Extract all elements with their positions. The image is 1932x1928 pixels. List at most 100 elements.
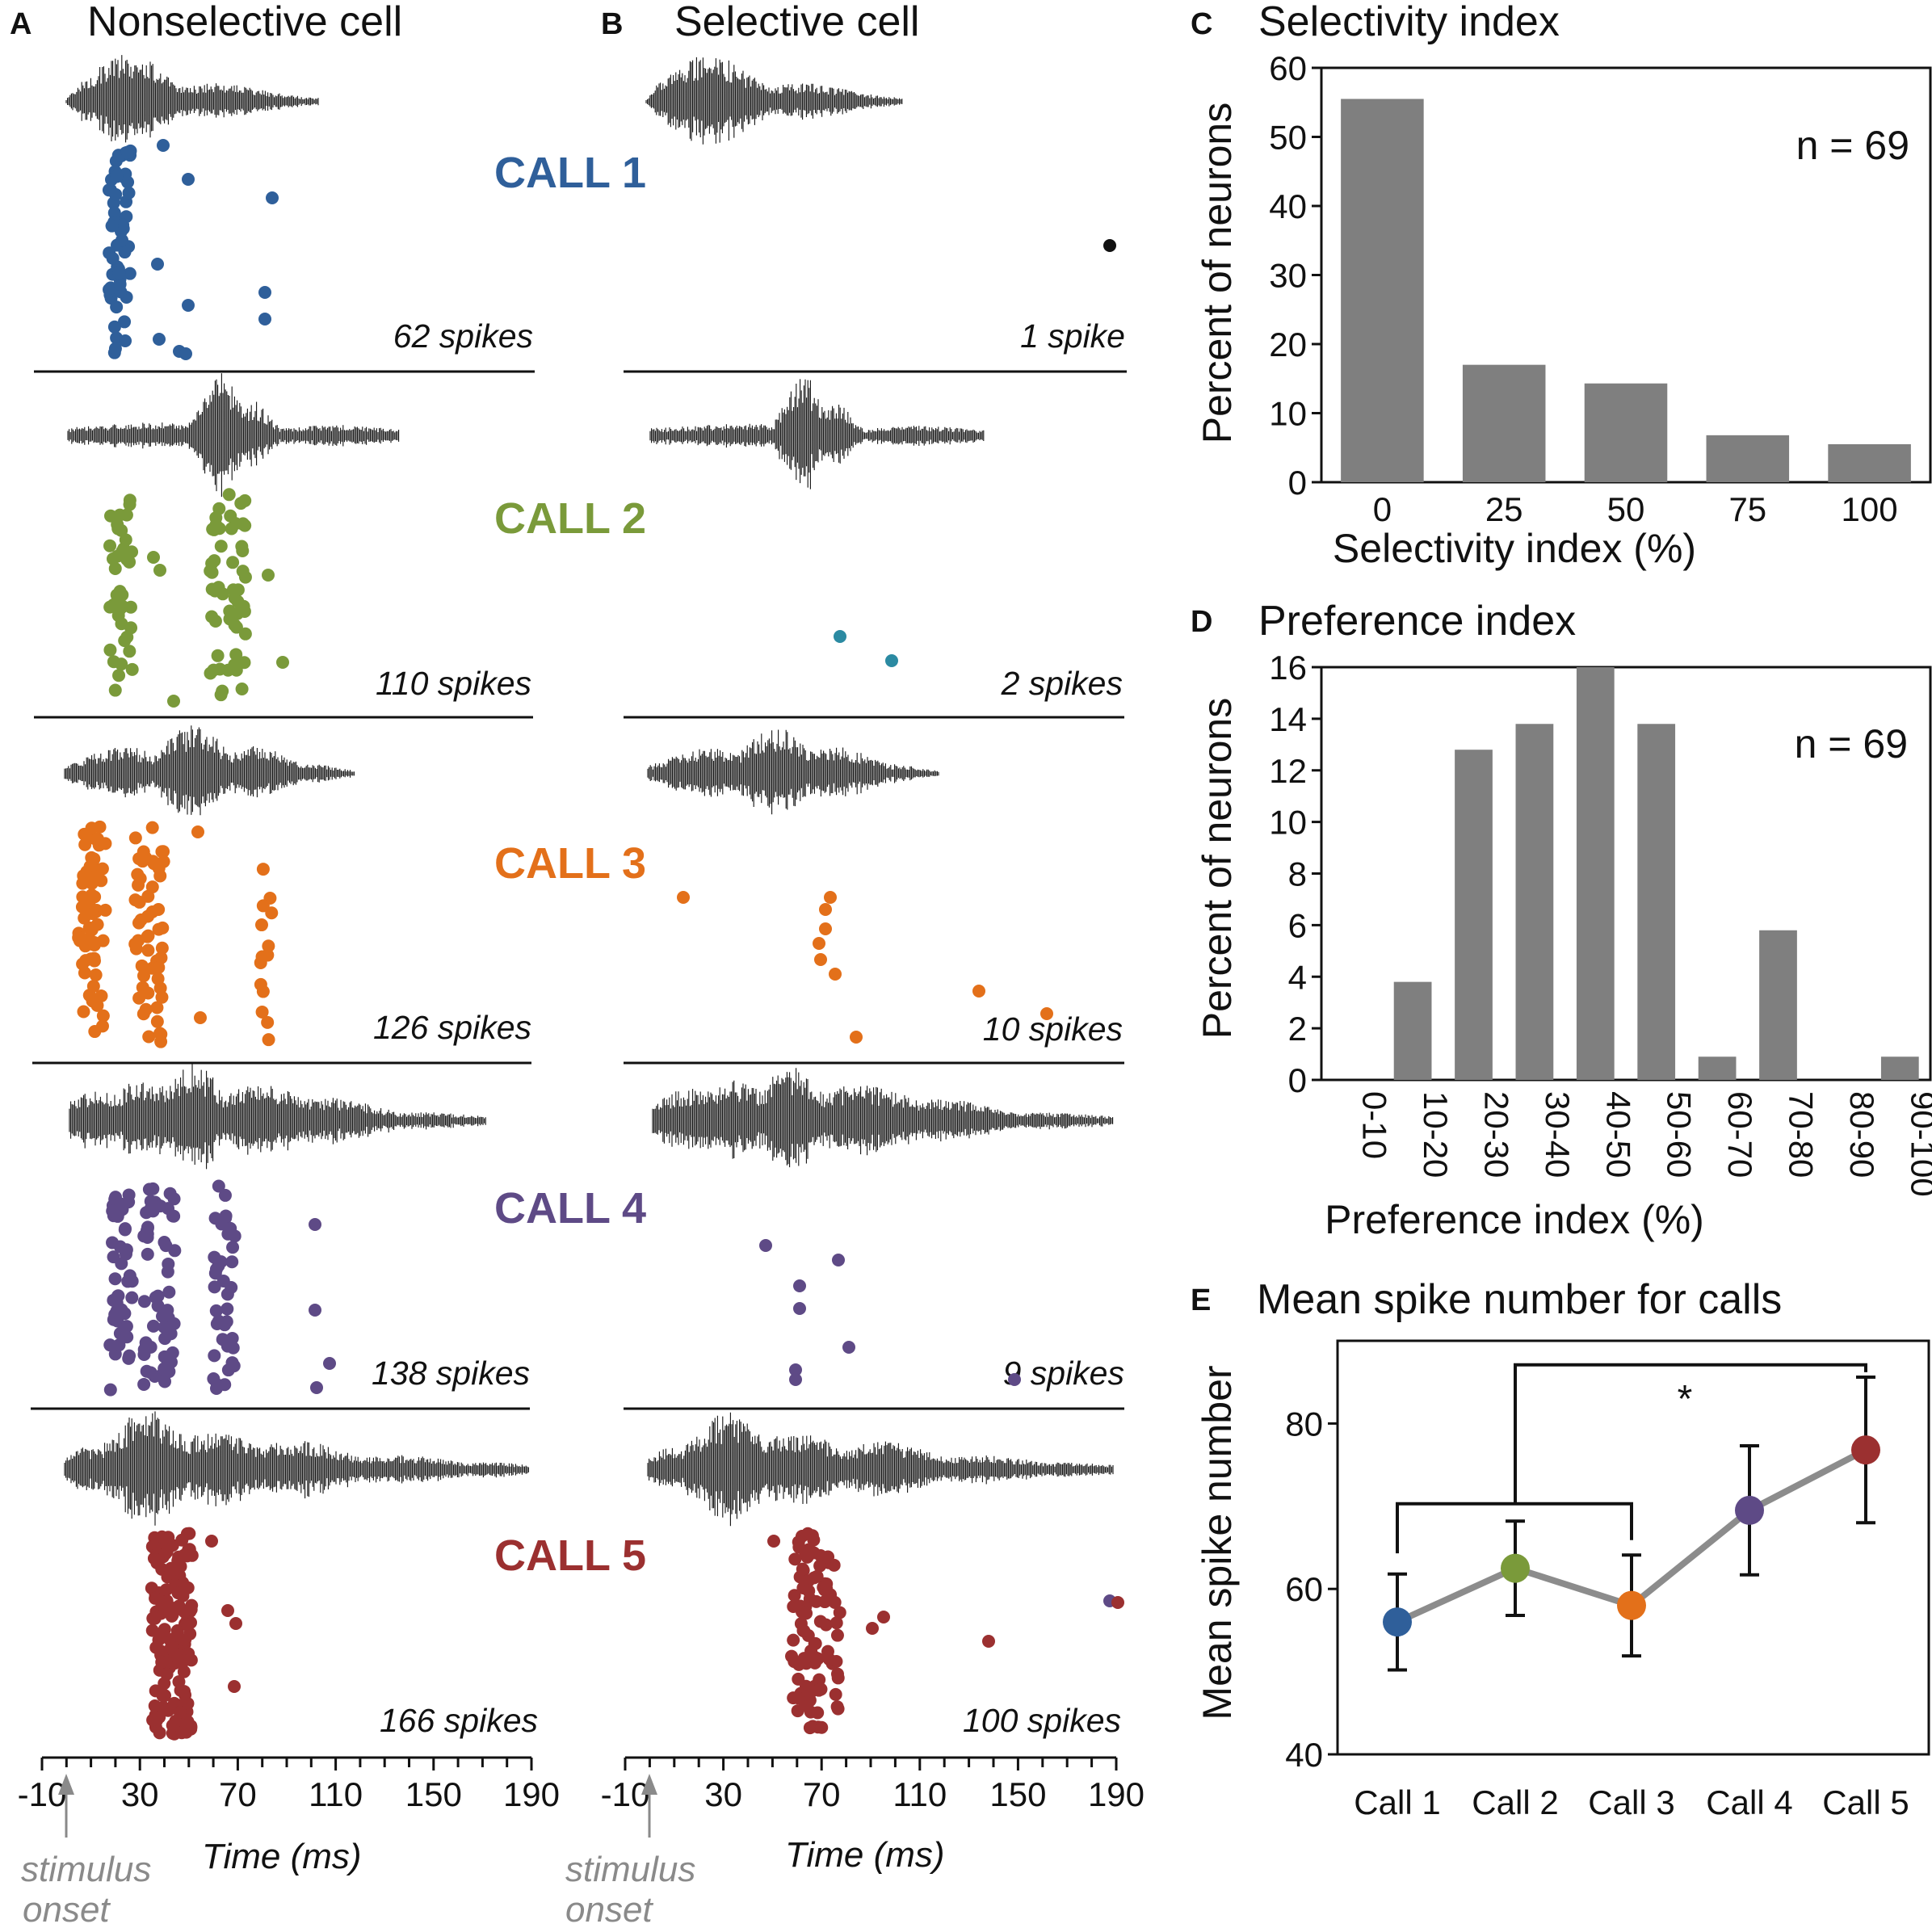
y-tick-label: 40: [1269, 187, 1307, 225]
raster-a-call2-col1-36: [123, 498, 136, 511]
raster-a-call2-col2-54: [209, 518, 223, 531]
raster-a-call4-extra-2: [309, 1304, 321, 1317]
raster-a-call4-col1-30: [108, 1272, 122, 1286]
chart-d-ylabel: Percent of neurons: [1195, 698, 1240, 1040]
raster-a-call2-col2-13: [222, 488, 236, 502]
raster-a-call2-col1-37: [116, 544, 129, 558]
raster-a-call3-col2-29: [154, 1027, 168, 1041]
raster-a-call3-col1-41: [87, 951, 101, 965]
raster-a-call5-col1-89: [174, 1726, 188, 1740]
raster-b-call2-1: [834, 630, 846, 643]
raster-a-call2-extra-5: [276, 656, 289, 669]
chart-c-xlabel: Selectivity index (%): [1333, 526, 1696, 571]
raster-a-call5-col1-110: [178, 1633, 192, 1647]
raster-a-call3-col2-38: [141, 909, 155, 923]
raster-b-call4-4: [793, 1302, 806, 1315]
raster-a-call2-col2-7: [214, 540, 228, 553]
mean-point-4: [1735, 1495, 1764, 1525]
raster-a-call4-col2-53: [149, 1291, 162, 1304]
raster-a-call5-col1-81: [172, 1599, 186, 1613]
raster-b-call5-col1-79: [802, 1584, 816, 1598]
chart-c-ylabel: Percent of neurons: [1195, 103, 1240, 444]
raster-a-call3-col1-40: [72, 930, 86, 944]
onset-arrow-b-head: [641, 1774, 657, 1795]
x-tick-label: Call 3: [1588, 1783, 1674, 1821]
panel-c-letter: C: [1191, 7, 1212, 41]
raster-a-call4-col3-33: [220, 1339, 234, 1353]
x-tick-label: 75: [1728, 490, 1766, 528]
raster-a-call4-col2-2: [141, 1247, 154, 1261]
raster-a-call5-col1-136: [181, 1581, 195, 1594]
y-tick-label: 4: [1288, 958, 1307, 996]
raster-a-call2-col1-21: [103, 643, 117, 657]
raster-a-call4-col2-27: [162, 1285, 176, 1299]
raster-b-call5-col1-68: [801, 1574, 815, 1588]
call-4-label: CALL 4: [494, 1184, 646, 1233]
panel-d-letter: D: [1191, 605, 1212, 639]
raster-a-call1-col1-36: [106, 251, 120, 265]
raster-a-call2-extra-2: [153, 564, 166, 577]
raster-a-call2-col2-29: [237, 656, 251, 670]
raster-b-call5-col1-71: [787, 1633, 800, 1647]
raster-a-call2-col1-6: [108, 683, 122, 697]
raster-a-call1-extra-6: [258, 286, 271, 299]
raster-a-call2-col2-41: [231, 594, 245, 608]
raster-a-call4-col2-50: [163, 1187, 177, 1200]
x-tick-label: 20-30: [1478, 1091, 1516, 1178]
raster-a-call5-extra-3: [229, 1617, 242, 1630]
raster-a-call3-col1-17: [96, 1009, 110, 1023]
raster-b-call4-6: [789, 1363, 802, 1376]
raster-a-call4-col1-22: [106, 1236, 120, 1250]
raster-a-call4-col2-43: [137, 1295, 151, 1308]
raster-a-call1-col1-3: [118, 315, 132, 329]
time-label-b: Time (ms): [785, 1835, 945, 1875]
rasters: [72, 139, 1124, 1741]
raster-a-call4-col3-29: [224, 1221, 237, 1235]
raster-a-call3-col1-59: [85, 888, 99, 902]
raster-a-call4-col2-37: [158, 1236, 171, 1250]
raster-b-call5-col1-55: [819, 1618, 833, 1632]
x-tick-label: 10-20: [1417, 1091, 1455, 1178]
waveform-6: [647, 729, 939, 815]
raster-a-call4-col1-21: [118, 1222, 132, 1236]
spikes-a-call-1: 62 spikes: [393, 317, 533, 355]
raster-b-call5-col1-90: [804, 1684, 818, 1698]
raster-b-call5-extra-5: [1111, 1596, 1124, 1609]
time-axis-label-b: 190: [1088, 1775, 1144, 1813]
bar: [1828, 443, 1911, 482]
raster-a-call1-col1-18: [110, 300, 124, 314]
raster-a-call1-col1-54: [113, 277, 127, 291]
panel-a-letter: A: [10, 7, 32, 41]
raster-b-call5-col1-58: [788, 1552, 802, 1566]
waveform-2: [645, 57, 903, 145]
panel-b-title: Selective cell: [674, 0, 919, 45]
bar: [1393, 981, 1432, 1080]
call-1-label: CALL 1: [494, 149, 646, 197]
time-label-a: Time (ms): [202, 1837, 362, 1876]
raster-a-call1-col1-34: [107, 206, 121, 220]
mean-point-5: [1851, 1435, 1880, 1465]
raster-a-call3-col1-54: [86, 907, 99, 921]
raster-a-call4-col3-34: [208, 1212, 222, 1225]
raster-a-call4-col2-39: [146, 1319, 160, 1333]
bar: [1341, 99, 1424, 482]
raster-b-call5-extra-4: [982, 1635, 995, 1648]
raster-b-call5-col1-75: [809, 1594, 823, 1608]
raster-a-call3-col2-49: [142, 1030, 156, 1044]
x-tick-label: 60-70: [1721, 1091, 1759, 1178]
raster-a-call2-col1-26: [113, 585, 127, 599]
raster-a-call5-col1-128: [173, 1705, 187, 1719]
mean-point-1: [1383, 1607, 1412, 1637]
raster-a-call1-extra-8: [153, 333, 166, 346]
raster-a-call3-col2-13: [150, 1014, 164, 1028]
y-tick-label: 12: [1269, 752, 1307, 790]
raster-a-call3-col1-36: [78, 838, 92, 851]
bar: [1462, 364, 1546, 482]
x-tick-label: 0: [1373, 490, 1392, 528]
call-2-label: CALL 2: [494, 494, 646, 543]
raster-a-call3-col2-25: [150, 1001, 164, 1014]
raster-a-call4-extra-3: [323, 1357, 336, 1370]
raster-a-call3-col2-42: [136, 1007, 150, 1021]
raster-b-call3-5: [813, 937, 825, 950]
raster-a-call4-col1-38: [125, 1291, 139, 1304]
